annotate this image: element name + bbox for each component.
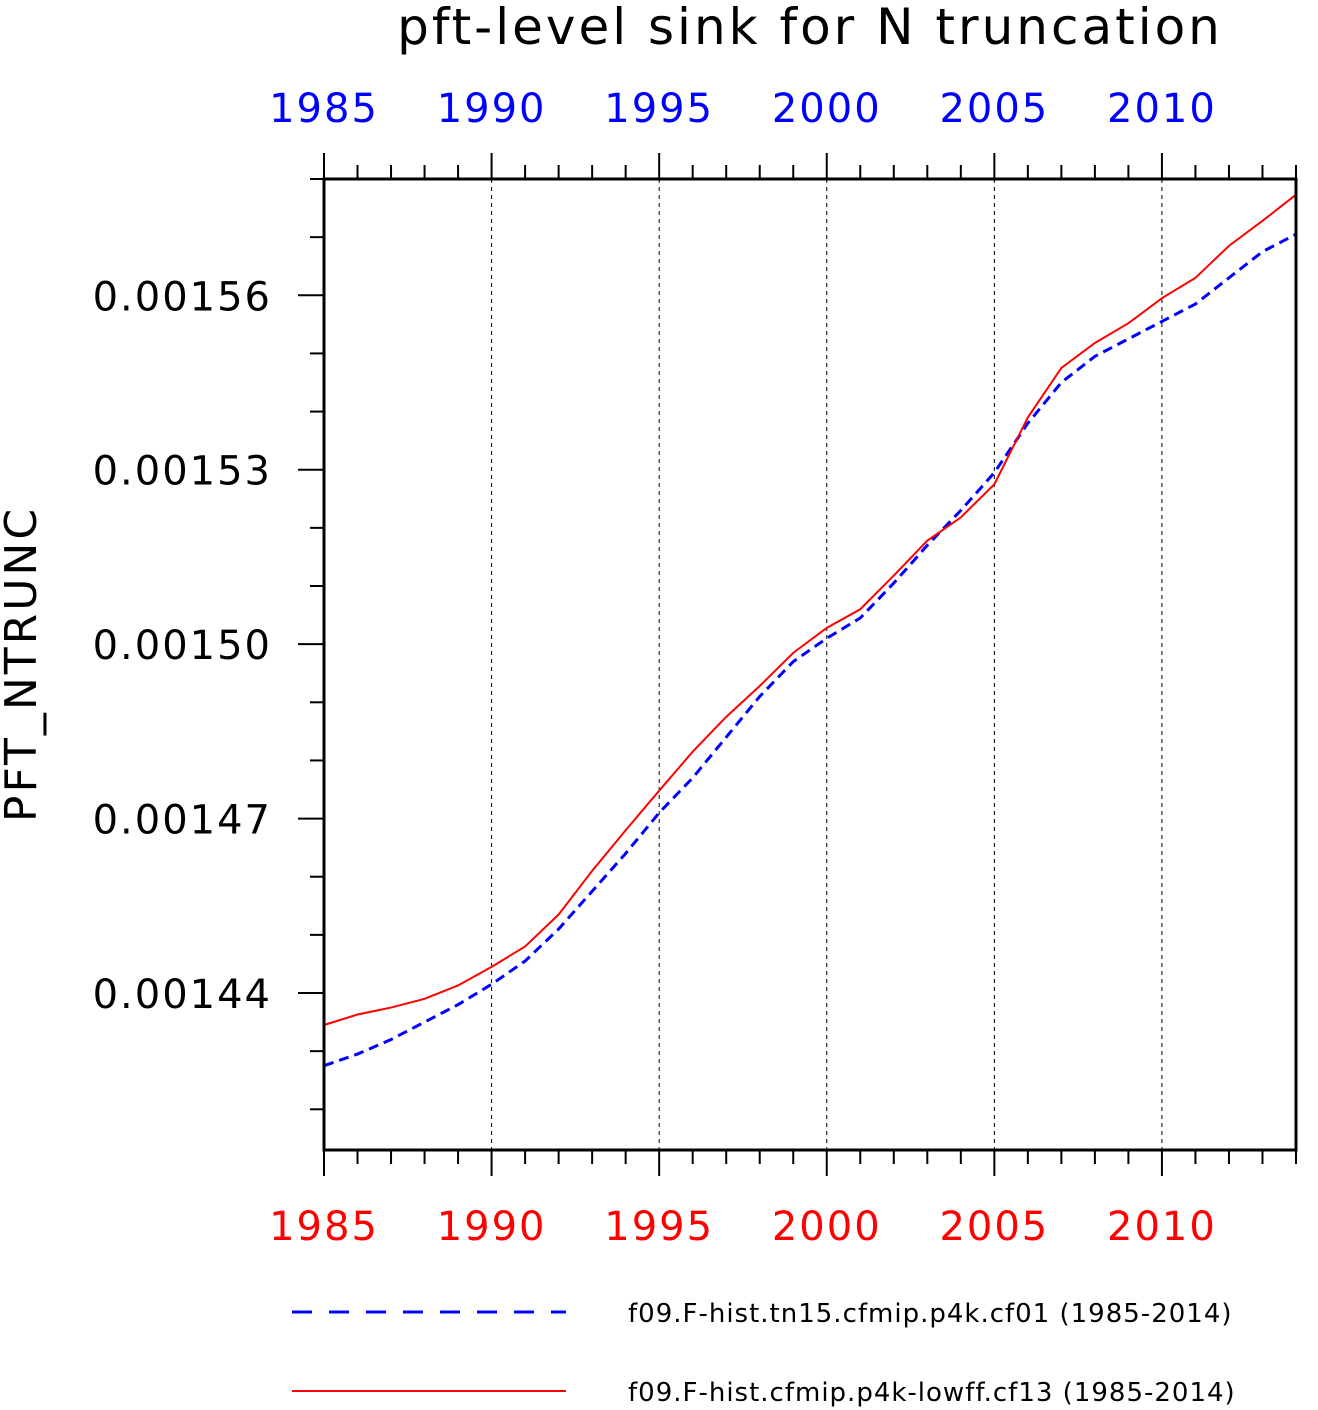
y-tick-label: 0.00144 — [93, 972, 272, 1018]
x-tick-label-top: 2000 — [772, 86, 882, 132]
legend-label-2: f09.F-hist.cfmip.p4k-lowff.cf13 (1985-20… — [628, 1378, 1236, 1408]
x-tick-label-bottom: 1990 — [437, 1204, 547, 1250]
axis-ticks — [298, 153, 1297, 1176]
x-tick-label-bottom: 2000 — [772, 1204, 882, 1250]
series-line-1 — [323, 232, 1297, 1068]
y-tick-label: 0.00153 — [93, 449, 272, 495]
series-line-2 — [323, 193, 1297, 1026]
series-layer — [323, 193, 1297, 1068]
plot-frame — [322, 177, 1298, 1152]
tick-labels: 1985 1985 1990 1990 1995 1995 2000 2000 2005 2005… — [93, 86, 1217, 1250]
x-tick-label-top: 1995 — [604, 86, 714, 132]
x-tick-label-top: 1985 — [269, 86, 379, 132]
x-tick-label-bottom: 2005 — [939, 1204, 1049, 1250]
chart-title: pft-level sink for N truncation — [397, 0, 1223, 56]
legend: f09.F-hist.tn15.cfmip.p4k.cf01 (1985-201… — [292, 1299, 1236, 1408]
x-tick-label-top: 1990 — [437, 86, 547, 132]
x-tick-label-top: 2005 — [939, 86, 1049, 132]
y-tick-label: 0.00156 — [93, 274, 272, 320]
x-tick-label-bottom: 1985 — [269, 1204, 379, 1250]
x-tick-label-bottom: 1995 — [604, 1204, 714, 1250]
legend-label-1: f09.F-hist.tn15.cfmip.p4k.cf01 (1985-201… — [628, 1299, 1233, 1329]
grid-lines — [491, 179, 1163, 1150]
y-tick-label: 0.00150 — [93, 623, 272, 669]
y-axis-label: PFT_NTRUNC — [0, 506, 47, 822]
x-tick-label-top: 2010 — [1107, 86, 1217, 132]
y-tick-label: 0.00147 — [93, 798, 272, 844]
x-tick-label-bottom: 2010 — [1107, 1204, 1217, 1250]
